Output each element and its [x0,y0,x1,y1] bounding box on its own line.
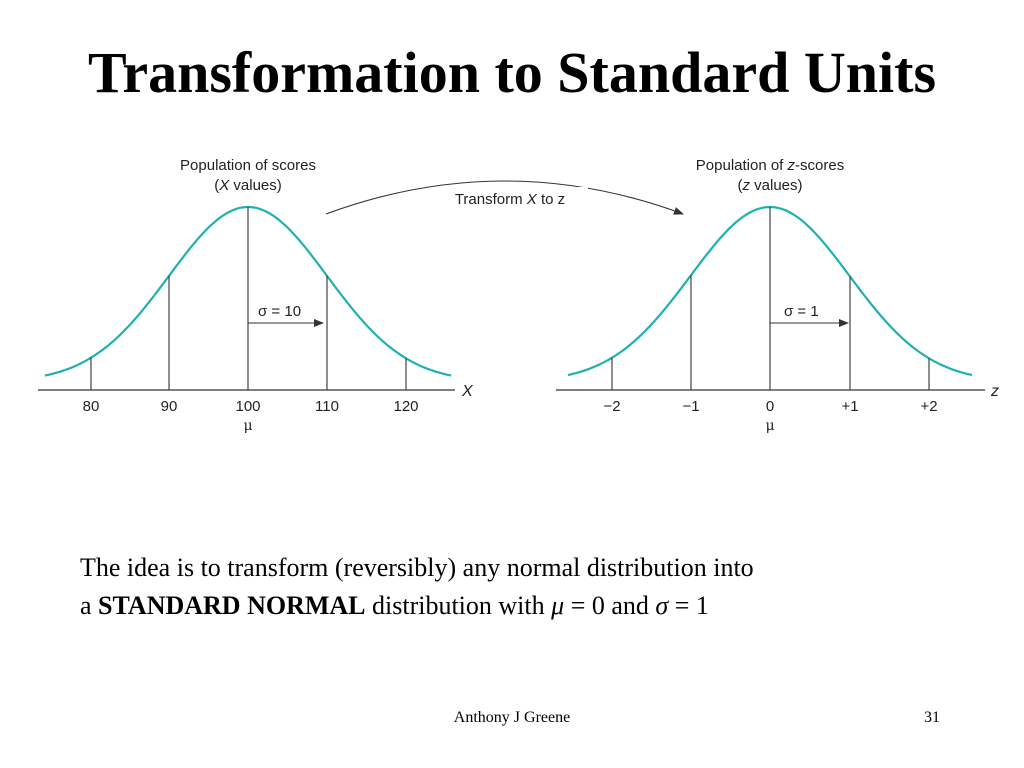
transform-arrow-group: Transform X to z [325,180,684,215]
right-tick-minus1: −1 [682,398,699,415]
left-sigma-label: σ = 10 [258,303,301,320]
left-mean-symbol: μ [243,418,252,434]
footer-author: Anthony J Greene [453,709,571,726]
transform-label-bg [432,187,588,209]
right-caption-line1: Population of z-scores [696,157,844,174]
body-text: The idea is to transform (reversibly) an… [80,549,980,625]
body-line2-prefix: a [80,591,99,620]
left-tick-110: 110 [315,398,339,415]
right-distribution: Population of z-scores (z values) z σ = … [556,157,999,434]
transform-arrow [325,180,684,215]
right-tick-plus1: +1 [841,398,858,415]
right-tick-plus2: +2 [920,398,937,415]
right-axis-name: z [990,383,999,400]
mu-symbol: μ [551,591,565,620]
standard-normal-emphasis: STANDARD NORMAL [98,591,366,620]
left-axis-name: X [461,383,474,400]
left-caption-line1: Population of scores [180,157,316,174]
body-line-1: The idea is to transform (reversibly) an… [80,553,754,582]
sigma-equation: = 1 [668,591,709,620]
left-caption-line2: (X values) [214,177,282,194]
transform-label: Transform X to z [455,191,565,208]
right-sigma-label: σ = 1 [784,303,819,320]
right-tick-0: 0 [766,398,774,415]
left-distribution: Population of scores (X values) X σ = 10… [38,157,474,434]
right-tick-minus2: −2 [603,398,620,415]
left-tick-90: 90 [161,398,178,415]
body-line2-mid: distribution with [365,591,552,620]
body-line-2: a STANDARD NORMAL distribution with μ = … [80,587,980,625]
left-tick-100: 100 [235,398,260,415]
left-tick-80: 80 [83,398,100,415]
left-tick-120: 120 [393,398,418,415]
page-number: 31 [924,709,940,726]
right-mean-symbol: μ [765,418,774,434]
right-caption-line2: (z values) [737,177,802,194]
mu-equation: = 0 and [564,591,656,620]
slide-title: Transformation to Standard Units [87,40,937,105]
sigma-symbol: σ [655,591,669,620]
